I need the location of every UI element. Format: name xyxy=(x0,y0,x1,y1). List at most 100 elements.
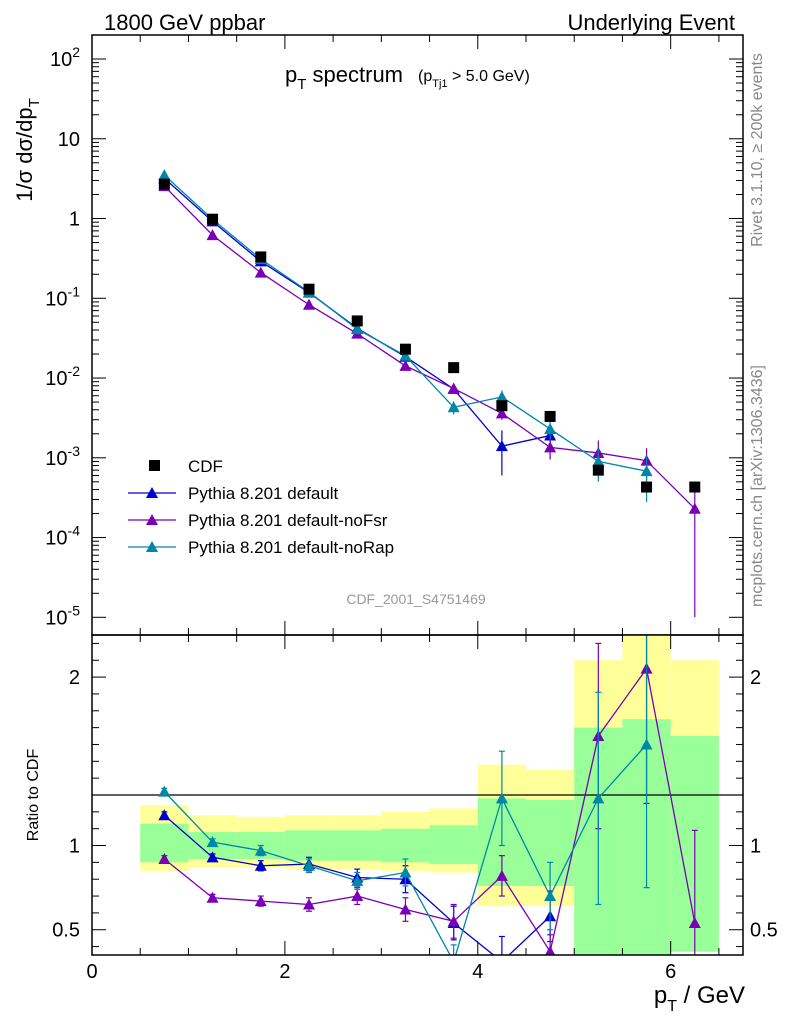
x-tick-label: 4 xyxy=(472,961,483,983)
y-axis-label-ratio: Ratio to CDF xyxy=(25,749,42,842)
legend-label: CDF xyxy=(188,457,223,476)
y-tick-label: 1 xyxy=(69,209,80,231)
ratio-marker xyxy=(399,866,412,878)
data-marker xyxy=(544,410,556,422)
legend: CDF Pythia 8.201 default Pythia 8.201 defa… xyxy=(128,457,394,557)
series-marker xyxy=(351,323,364,335)
legend-label: Pythia 8.201 default xyxy=(188,484,339,503)
main-axis-ticks: 10-5 10-4 10-3 10-2 10-1 1 10 102 xyxy=(45,35,743,635)
ratio-axis-ticks: 0.5 0.5 1 1 2 2 xyxy=(52,635,778,955)
chart-title-cut: (pTj1 > 5.0 GeV) xyxy=(418,68,530,90)
band-green xyxy=(381,828,430,863)
analysis-id-label: CDF_2001_S4751469 xyxy=(346,591,486,607)
x-tick-label: 0 xyxy=(86,961,97,983)
series-marker xyxy=(447,382,460,394)
x-tick-labels: 0 2 4 6 xyxy=(86,961,676,983)
ratio-marker xyxy=(351,890,364,902)
y-tick-label: 10-5 xyxy=(45,602,80,629)
band-green xyxy=(333,830,382,861)
y-tick-label: 10-4 xyxy=(45,523,80,550)
series-marker xyxy=(640,465,653,477)
band-green xyxy=(284,830,334,861)
data-marker xyxy=(351,315,363,327)
ratio-marker xyxy=(158,809,171,821)
series-marker xyxy=(592,455,605,467)
ratio-marker xyxy=(206,836,219,848)
series-marker xyxy=(158,169,171,181)
data-marker xyxy=(592,464,604,476)
ratio-marker xyxy=(303,859,315,871)
ratio-marker xyxy=(206,891,219,903)
ratio-tick-label-left: 2 xyxy=(69,667,80,689)
ratio-marker xyxy=(447,915,460,927)
series-line xyxy=(163,174,647,472)
data-marker xyxy=(255,251,267,263)
x-tick-label: 6 xyxy=(665,961,676,983)
ratio-marker xyxy=(351,874,364,886)
ratio-marker xyxy=(688,917,701,928)
data-marker xyxy=(689,481,701,493)
y-tick-label: 10-3 xyxy=(45,443,80,470)
band-green xyxy=(429,825,478,865)
ratio-marker xyxy=(495,792,508,804)
ratio-marker xyxy=(544,890,557,902)
ratio-tick-label-right: 2 xyxy=(750,667,761,689)
ratio-marker xyxy=(254,859,267,871)
legend-marker xyxy=(146,514,158,525)
series-line xyxy=(163,185,696,510)
ratio-marker xyxy=(303,898,315,910)
y-tick-label: 102 xyxy=(50,44,80,71)
ratio-marker xyxy=(592,792,605,804)
series-marker xyxy=(303,298,315,310)
series-marker xyxy=(399,349,412,361)
series-marker xyxy=(495,407,508,419)
header-right-label: Underlying Event xyxy=(567,10,735,35)
ratio-panel: 0.5 0.5 1 1 2 2 Ratio to CDF 0 2 4 6 pT / GeV xyxy=(25,634,778,1015)
y-tick-label: 10-2 xyxy=(45,363,80,390)
y-tick-label: 10 xyxy=(58,129,80,151)
legend-marker xyxy=(146,541,158,552)
ratio-marker xyxy=(545,945,556,955)
ratio-tick-label-right: 1 xyxy=(750,836,761,858)
ratio-line xyxy=(163,667,696,954)
ratio-marker xyxy=(254,895,267,907)
main-panel: 10-5 10-4 10-3 10-2 10-1 1 10 102 pT spectrum (… xyxy=(12,34,744,636)
series-marker xyxy=(544,422,557,434)
ratio-marker xyxy=(640,738,653,750)
mcplots-label: mcplots.cern.ch [arXiv:1306.3436] xyxy=(749,365,766,607)
ratio-tick-label-right: 0.5 xyxy=(750,920,778,942)
chart-title: pT spectrum xyxy=(285,62,403,93)
ratio-tick-label-left: 0.5 xyxy=(52,920,80,942)
series-marker xyxy=(688,502,701,514)
series-marker xyxy=(447,401,460,413)
main-series-layer xyxy=(158,169,701,618)
x-tick-label: 2 xyxy=(279,961,290,983)
y-axis-label-main: 1/σ dσ/dpT xyxy=(12,98,43,202)
series-marker xyxy=(544,441,557,453)
ratio-marker xyxy=(206,851,219,863)
rivet-version-label: Rivet 3.1.10, ≥ 200k events xyxy=(749,53,766,247)
series-marker xyxy=(206,229,219,241)
ratio-series-layer xyxy=(158,635,701,955)
series-line xyxy=(163,177,551,447)
data-marker xyxy=(207,213,219,225)
data-marker xyxy=(399,343,411,355)
legend-marker-data xyxy=(149,460,160,471)
data-marker xyxy=(496,400,508,412)
x-axis-label: pT / GeV xyxy=(654,982,745,1015)
ratio-marker xyxy=(158,785,171,797)
ratio-marker xyxy=(158,853,171,864)
series-marker xyxy=(495,390,508,402)
ratio-series-clip xyxy=(158,635,701,955)
legend-label: Pythia 8.201 default-noRap xyxy=(188,538,394,557)
series-marker xyxy=(495,440,508,452)
ratio-marker xyxy=(495,869,508,881)
ratio-panel-frame xyxy=(91,634,744,956)
header-left-label: 1800 GeV ppbar xyxy=(104,10,265,35)
data-marker xyxy=(303,283,315,295)
series-marker xyxy=(254,266,267,278)
ratio-tick-label-left: 1 xyxy=(69,836,80,858)
legend-marker xyxy=(146,487,158,498)
data-marker xyxy=(641,481,653,493)
series-marker xyxy=(399,359,412,371)
